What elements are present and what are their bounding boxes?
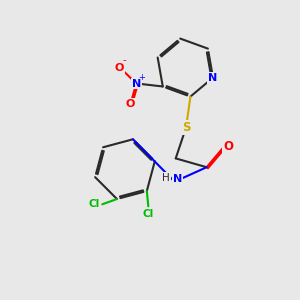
Text: -: -	[123, 55, 126, 65]
Text: H: H	[162, 173, 170, 183]
Text: +: +	[138, 73, 145, 82]
Text: S: S	[182, 121, 190, 134]
Text: N: N	[132, 79, 141, 88]
Text: N: N	[173, 174, 182, 184]
Text: Cl: Cl	[143, 209, 154, 219]
Text: O: O	[115, 63, 124, 73]
Text: N: N	[208, 73, 217, 82]
Text: O: O	[126, 99, 135, 109]
Text: O: O	[223, 140, 233, 153]
Text: Cl: Cl	[89, 199, 100, 209]
